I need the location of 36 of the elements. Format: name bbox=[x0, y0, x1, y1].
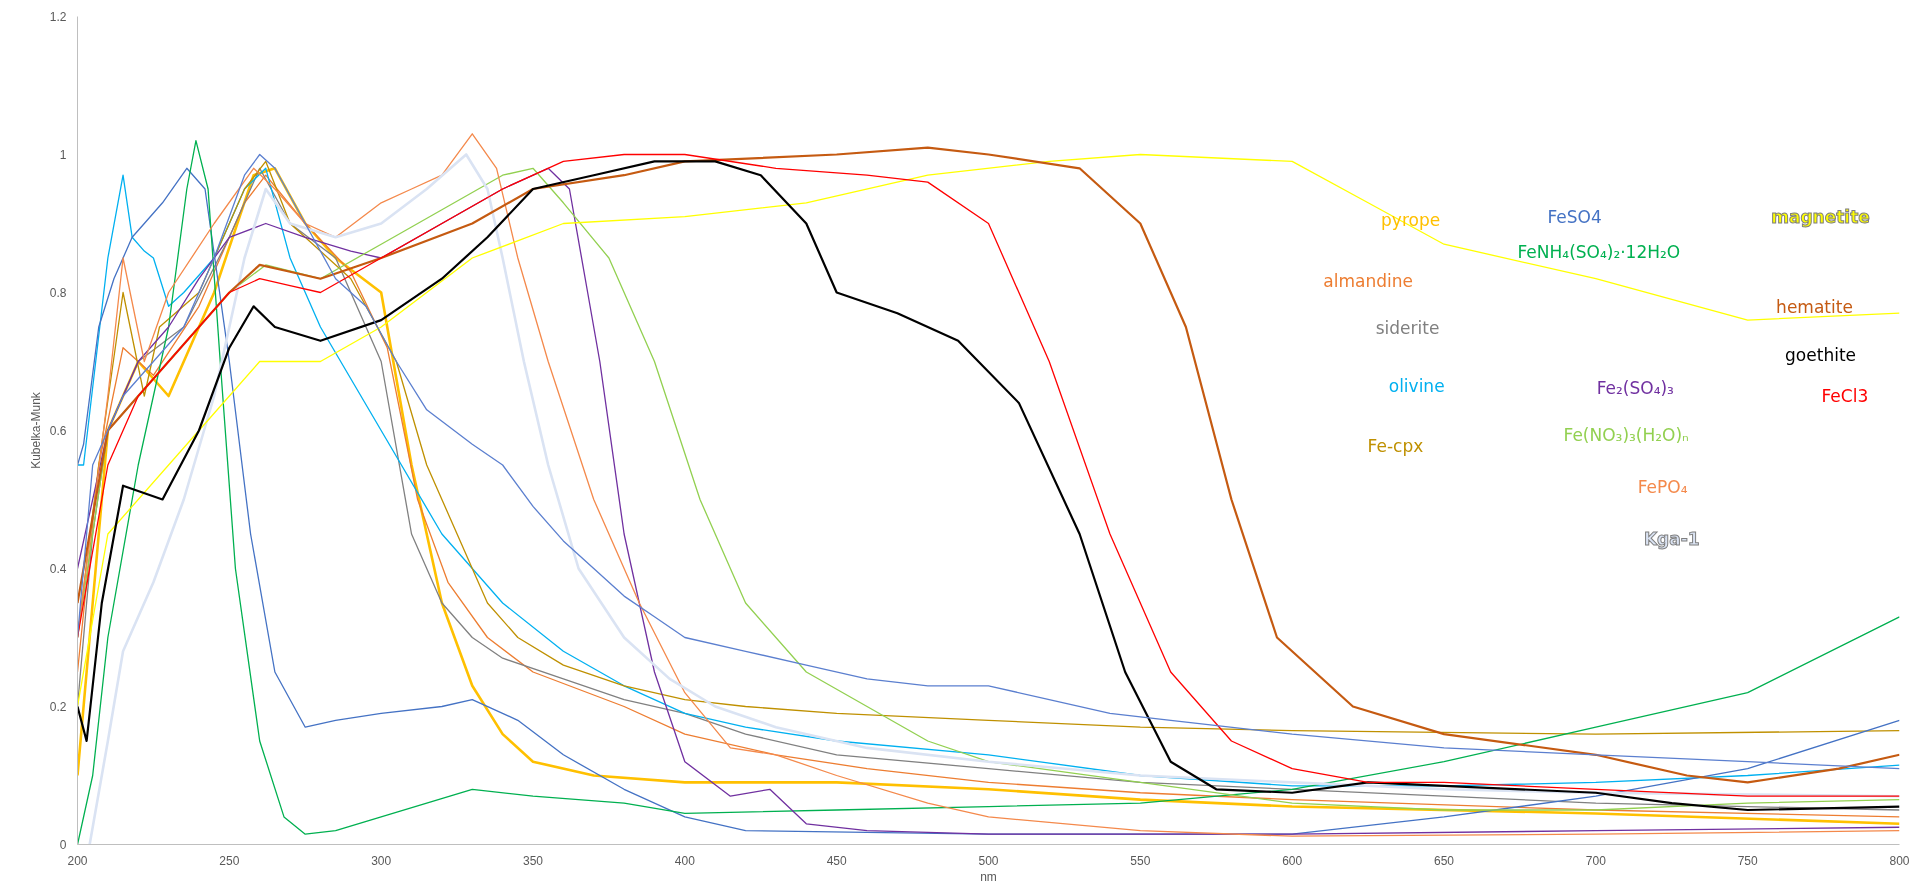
x-tick-label: 800 bbox=[1889, 853, 1910, 868]
y-axis-title: Kubelka-Munk bbox=[28, 391, 43, 469]
text: FeNH₄(SO₄)₂·12H₂O bbox=[1517, 241, 1681, 262]
y-tick-label: 0.6 bbox=[49, 424, 67, 438]
x-tick-label: 400 bbox=[674, 853, 696, 868]
y-tick-label: 0.8 bbox=[49, 286, 67, 300]
x-axis-title: nm bbox=[980, 869, 997, 884]
text: siderite bbox=[1375, 318, 1440, 339]
x-tick-label: 300 bbox=[371, 853, 392, 868]
x-tick-label: 250 bbox=[219, 853, 240, 868]
text: almandine bbox=[1323, 270, 1413, 291]
text: FePO₄ bbox=[1637, 477, 1688, 498]
text: olivine bbox=[1388, 376, 1445, 397]
text: goethite bbox=[1785, 344, 1857, 365]
x-tick-label: 750 bbox=[1737, 853, 1758, 868]
y-tick-label: 0.4 bbox=[49, 562, 67, 576]
text: Kga-1 bbox=[1643, 528, 1700, 549]
text: Fe(NO₃)₃(H₂O)ₙ bbox=[1563, 425, 1689, 446]
x-tick-label: 600 bbox=[1282, 853, 1303, 868]
x-tick-label: 500 bbox=[978, 853, 999, 868]
x-tick-label: 200 bbox=[67, 853, 88, 868]
text: hematite bbox=[1776, 296, 1853, 317]
x-tick-label: 700 bbox=[1585, 853, 1607, 868]
y-tick-label: 1.2 bbox=[49, 10, 67, 24]
x-tick-label: 350 bbox=[522, 853, 544, 868]
y-tick-label: 1 bbox=[59, 148, 67, 162]
text: magnetite bbox=[1771, 206, 1870, 227]
x-tick-label: 650 bbox=[1433, 853, 1455, 868]
text: Fe-cpx bbox=[1367, 436, 1424, 457]
text: FeSO4 bbox=[1547, 206, 1602, 227]
x-tick-label: 450 bbox=[826, 853, 847, 868]
y-tick-label: 0.2 bbox=[49, 700, 67, 714]
x-tick-label: 550 bbox=[1130, 853, 1151, 868]
text: FeCl3 bbox=[1821, 386, 1869, 406]
y-tick-label: 0 bbox=[59, 838, 67, 852]
text: Fe₂(SO₄)₃ bbox=[1596, 378, 1674, 399]
